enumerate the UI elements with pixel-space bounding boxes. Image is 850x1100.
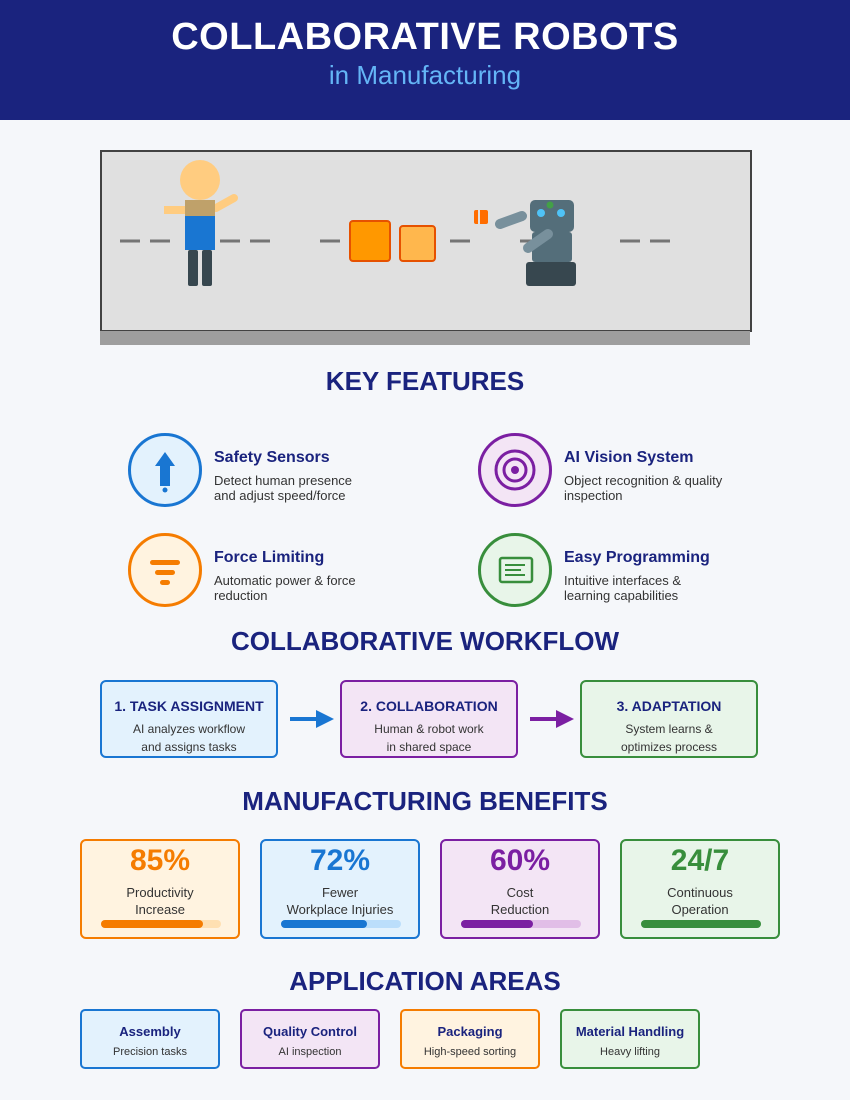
application-assembly: Assembly Precision tasks <box>80 1009 220 1069</box>
feature-easy-programming: Easy Programming Intuitive interfaces & … <box>478 533 808 613</box>
feature-title: Easy Programming <box>564 549 710 567</box>
progress-fill <box>461 920 533 928</box>
application-title: Quality Control <box>242 1024 378 1039</box>
application-description: Precision tasks <box>82 1046 218 1058</box>
benefit-label-line: Cost <box>442 884 598 901</box>
page-title: COLLABORATIVE ROBOTS <box>0 16 850 59</box>
step-description-line: System learns & <box>582 720 756 738</box>
scene-graphic <box>102 152 750 330</box>
filter-icon <box>128 533 202 607</box>
benefit-label-line: Productivity <box>82 884 238 901</box>
arrow-right-icon <box>290 708 334 730</box>
benefit-label: Continuous Operation <box>622 884 778 918</box>
progress-track <box>461 920 581 928</box>
benefit-value: 85% <box>82 844 238 878</box>
target-icon <box>478 433 552 507</box>
feature-force-limiting: Force Limiting Automatic power & force r… <box>128 533 458 613</box>
arrow-up-icon <box>128 433 202 507</box>
application-title: Assembly <box>82 1024 218 1039</box>
step-description-line: Human & robot work <box>342 720 516 738</box>
key-features-heading: KEY FEATURES <box>0 366 850 397</box>
step-title: 1. TASK ASSIGNMENT <box>102 698 276 714</box>
progress-track <box>101 920 221 928</box>
feature-title: Force Limiting <box>214 549 324 567</box>
workflow-step-collaboration: 2. COLLABORATION Human & robot work in s… <box>340 680 518 758</box>
benefit-label: Cost Reduction <box>442 884 598 918</box>
feature-ai-vision: AI Vision System Object recognition & qu… <box>478 433 808 513</box>
application-material-handling: Material Handling Heavy lifting <box>560 1009 700 1069</box>
benefit-label-line: Increase <box>82 901 238 918</box>
benefit-value: 24/7 <box>622 844 778 878</box>
step-description-line: optimizes process <box>582 738 756 756</box>
benefit-continuous-operation: 24/7 Continuous Operation <box>620 839 780 939</box>
benefit-productivity: 85% Productivity Increase <box>80 839 240 939</box>
benefit-label: Fewer Workplace Injuries <box>262 884 418 918</box>
progress-track <box>281 920 401 928</box>
benefit-fewer-injuries: 72% Fewer Workplace Injuries <box>260 839 420 939</box>
progress-fill <box>101 920 203 928</box>
application-title: Material Handling <box>562 1024 698 1039</box>
feature-safety-sensors: Safety Sensors Detect human presence and… <box>128 433 458 513</box>
step-title: 2. COLLABORATION <box>342 698 516 714</box>
step-description-line: in shared space <box>342 738 516 756</box>
benefit-value: 72% <box>262 844 418 878</box>
workflow-step-task-assignment: 1. TASK ASSIGNMENT AI analyzes workflow … <box>100 680 278 758</box>
human-worker-figure <box>164 160 234 286</box>
application-title: Packaging <box>402 1024 538 1039</box>
workflow-step-adaptation: 3. ADAPTATION System learns & optimizes … <box>580 680 758 758</box>
application-description: Heavy lifting <box>562 1046 698 1058</box>
arrow-right-icon <box>530 708 574 730</box>
step-description-line: and assigns tasks <box>102 738 276 756</box>
benefit-label-line: Reduction <box>442 901 598 918</box>
benefit-label-line: Workplace Injuries <box>262 901 418 918</box>
benefits-heading: MANUFACTURING BENEFITS <box>0 786 850 817</box>
application-packaging: Packaging High-speed sorting <box>400 1009 540 1069</box>
page-subtitle: in Manufacturing <box>0 60 850 91</box>
header-banner: COLLABORATIVE ROBOTS in Manufacturing <box>0 0 850 120</box>
feature-title: Safety Sensors <box>214 449 330 467</box>
feature-description: Intuitive interfaces & learning capabili… <box>564 573 724 603</box>
scene-floor <box>100 331 750 345</box>
application-description: High-speed sorting <box>402 1046 538 1058</box>
step-description: Human & robot work in shared space <box>342 720 516 756</box>
step-description-line: AI analyzes workflow <box>102 720 276 738</box>
progress-track <box>641 920 761 928</box>
workflow-heading: COLLABORATIVE WORKFLOW <box>0 626 850 657</box>
conveyor-boxes <box>350 221 435 261</box>
benefit-label-line: Operation <box>622 901 778 918</box>
application-quality-control: Quality Control AI inspection <box>240 1009 380 1069</box>
benefit-label-line: Fewer <box>262 884 418 901</box>
benefit-label: Productivity Increase <box>82 884 238 918</box>
applications-heading: APPLICATION AREAS <box>0 966 850 997</box>
feature-description: Object recognition & quality inspection <box>564 473 724 503</box>
benefit-label-line: Continuous <box>622 884 778 901</box>
step-title: 3. ADAPTATION <box>582 698 756 714</box>
benefit-value: 60% <box>442 844 598 878</box>
feature-description: Detect human presence and adjust speed/f… <box>214 473 374 503</box>
feature-title: AI Vision System <box>564 449 694 467</box>
feature-description: Automatic power & force reduction <box>214 573 374 603</box>
factory-scene-illustration <box>100 150 752 332</box>
progress-fill <box>641 920 761 928</box>
step-description: AI analyzes workflow and assigns tasks <box>102 720 276 756</box>
benefit-cost-reduction: 60% Cost Reduction <box>440 839 600 939</box>
progress-fill <box>281 920 367 928</box>
document-icon <box>478 533 552 607</box>
robot-figure <box>474 200 576 286</box>
step-description: System learns & optimizes process <box>582 720 756 756</box>
application-description: AI inspection <box>242 1046 378 1058</box>
